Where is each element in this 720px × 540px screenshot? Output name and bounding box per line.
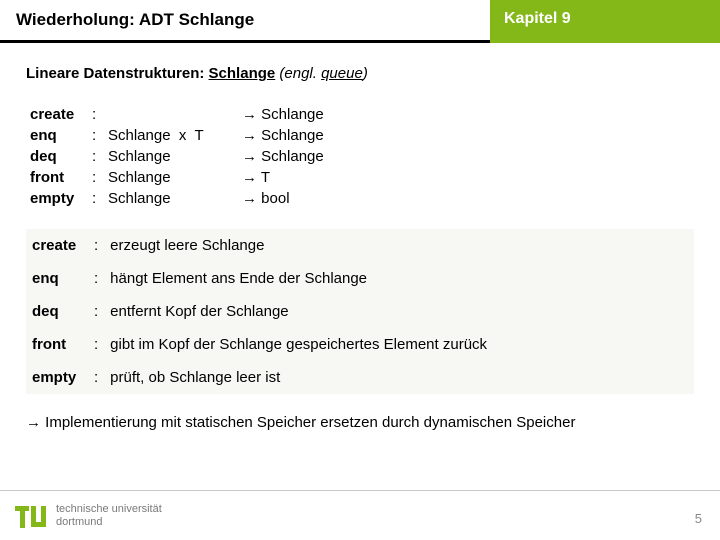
university-line2: dortmund [56,516,162,528]
sig-op: create [26,104,88,125]
conclusion-text: → Implementierung mit statischen Speiche… [26,414,694,431]
desc-colon: : [88,262,104,295]
description-row: create:erzeugt leere Schlange [26,229,694,262]
sig-op: front [26,167,88,188]
desc-text: prüft, ob Schlange leer ist [104,361,694,394]
slide-title: Wiederholung: ADT Schlange [0,0,490,43]
desc-colon: : [88,361,104,394]
section-title: Lineare Datenstrukturen: Schlange (engl.… [26,65,694,82]
sig-colon: : [88,167,104,188]
slide-content: Lineare Datenstrukturen: Schlange (engl.… [0,43,720,431]
chapter-badge: Kapitel 9 [490,0,720,43]
desc-text: gibt im Kopf der Schlange gespeichertes … [104,328,694,361]
sig-rhs: → bool [238,188,328,209]
signature-row: front:Schlange→ T [26,167,328,188]
slide-footer: technische universität dortmund [0,490,720,540]
signature-row: enq:Schlange x T→ Schlange [26,125,328,146]
signature-row: create: → Schlange [26,104,328,125]
desc-op: create [26,229,88,262]
desc-colon: : [88,229,104,262]
tu-logo-icon [14,499,48,533]
desc-colon: : [88,295,104,328]
description-row: front:gibt im Kopf der Schlange gespeich… [26,328,694,361]
sig-colon: : [88,125,104,146]
university-name: technische universität dortmund [56,503,162,527]
sig-rhs: → T [238,167,328,188]
description-row: enq:hängt Element ans Ende der Schlange [26,262,694,295]
desc-colon: : [88,328,104,361]
section-label: Lineare Datenstrukturen: [26,65,204,82]
desc-op: deq [26,295,88,328]
desc-text: erzeugt leere Schlange [104,229,694,262]
sig-op: enq [26,125,88,146]
description-row: deq:entfernt Kopf der Schlange [26,295,694,328]
sig-op: deq [26,146,88,167]
signature-row: deq:Schlange→ Schlange [26,146,328,167]
sig-colon: : [88,146,104,167]
desc-text: hängt Element ans Ende der Schlange [104,262,694,295]
page-number: 5 [695,511,702,526]
english-word: queue [321,65,363,82]
signature-row: empty:Schlange→ bool [26,188,328,209]
signature-table: create:→ Schlangeenq:Schlange x T→ Schla… [26,104,328,209]
sig-lhs [104,104,238,125]
sig-colon: : [88,188,104,209]
section-english: (engl. queue) [275,65,368,82]
sig-colon: : [88,104,104,125]
sig-lhs: Schlange [104,188,238,209]
sig-lhs: Schlange [104,167,238,188]
desc-op: front [26,328,88,361]
sig-lhs: Schlange x T [104,125,238,146]
sig-rhs: → Schlange [238,104,328,125]
english-suffix: ) [363,65,368,82]
sig-op: empty [26,188,88,209]
desc-text: entfernt Kopf der Schlange [104,295,694,328]
university-line1: technische universität [56,503,162,515]
desc-op: enq [26,262,88,295]
sig-lhs: Schlange [104,146,238,167]
description-table: create:erzeugt leere Schlangeenq:hängt E… [26,229,694,394]
english-prefix: (engl. [275,65,321,82]
sig-rhs: → Schlange [238,146,328,167]
slide-header: Wiederholung: ADT Schlange Kapitel 9 [0,0,720,43]
sig-rhs: → Schlange [238,125,328,146]
section-topic: Schlange [209,65,276,82]
description-row: empty:prüft, ob Schlange leer ist [26,361,694,394]
desc-op: empty [26,361,88,394]
